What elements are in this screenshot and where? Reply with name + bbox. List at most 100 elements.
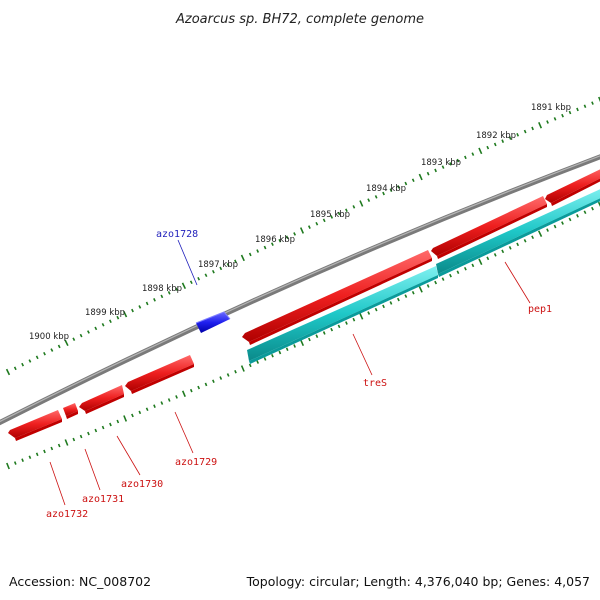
inner-tick-19 — [145, 407, 149, 412]
inner-tick-59 — [441, 277, 445, 281]
map-title: Azoarcus sp. BH72, complete genome — [175, 12, 424, 27]
inner-tick-44 — [330, 327, 334, 332]
inner-tick-77 — [576, 214, 579, 218]
outer-tick-41 — [307, 225, 311, 229]
outer-tick-52 — [389, 188, 393, 193]
gene-label-pep1: pep1 — [528, 304, 552, 315]
inner-tick-18 — [138, 410, 142, 415]
outer-tick-56 — [418, 173, 423, 181]
tick-label-1893: 1893 kbp — [421, 158, 461, 168]
outer-tick-80 — [598, 96, 600, 103]
tick-label-1900: 1900 kbp — [29, 332, 69, 342]
inner-tick-45 — [337, 324, 341, 329]
outer-tick-60 — [449, 162, 452, 166]
inner-tick-75 — [561, 221, 564, 225]
inner-tick-64 — [478, 258, 483, 266]
inner-tick-29 — [219, 376, 223, 380]
inner-tick-15 — [116, 419, 120, 424]
inner-tick-9 — [72, 437, 76, 442]
inner-tick-54 — [404, 294, 408, 298]
outer-tick-70 — [523, 129, 527, 134]
outer-tick-15 — [116, 315, 120, 320]
outer-tick-44 — [330, 215, 334, 219]
outer-tick-12 — [94, 326, 98, 331]
gene-next-reverse[interactable] — [545, 167, 600, 206]
gene-azo1730[interactable] — [79, 385, 124, 414]
inner-tick-51 — [382, 304, 385, 309]
tick-label-1891: 1891 kbp — [531, 103, 571, 113]
inner-tick-60 — [449, 273, 452, 278]
outer-tick-43 — [322, 218, 326, 223]
inner-tick-37 — [278, 350, 282, 355]
inner-tick-30 — [226, 373, 230, 377]
inner-tick-24 — [181, 390, 186, 398]
inner-tick-61 — [456, 270, 460, 275]
inner-tick-39 — [293, 344, 296, 348]
gene-treS[interactable] — [242, 250, 432, 345]
outer-tick-35 — [263, 245, 267, 250]
outer-tick-53 — [397, 185, 400, 189]
tick-label-1892: 1892 kbp — [476, 131, 516, 141]
inner-tick-71 — [531, 235, 535, 240]
outer-tick-3 — [28, 359, 32, 363]
outer-tick-63 — [471, 152, 475, 156]
outer-tick-14 — [108, 319, 112, 324]
outer-tick-28 — [211, 269, 215, 274]
leader-azo1731 — [84, 448, 101, 491]
inner-tick-20 — [153, 404, 156, 408]
inner-tick-40 — [299, 339, 305, 347]
outer-tick-21 — [160, 294, 164, 299]
inner-tick-1 — [13, 461, 17, 465]
tick-label-1898: 1898 kbp — [142, 284, 182, 294]
outer-tick-ring — [5, 96, 600, 376]
inner-tick-3 — [28, 455, 32, 460]
outer-tick-76 — [568, 110, 572, 115]
inner-tick-10 — [79, 434, 83, 439]
gene-pep1[interactable] — [431, 196, 547, 259]
inner-tick-70 — [523, 239, 527, 243]
outer-tick-10 — [79, 333, 83, 338]
inner-tick-63 — [471, 263, 475, 268]
gene-azo1732[interactable] — [8, 410, 62, 441]
outer-tick-39 — [293, 232, 297, 236]
outer-tick-68 — [508, 136, 512, 140]
inner-tick-56 — [418, 286, 423, 293]
cds-pep1[interactable] — [436, 187, 600, 277]
outer-tick-69 — [516, 132, 520, 137]
outer-tick-71 — [531, 126, 534, 131]
inner-tick-65 — [486, 256, 490, 261]
inner-tick-74 — [553, 224, 557, 229]
inner-tick-36 — [271, 353, 274, 358]
outer-tick-8 — [64, 339, 69, 347]
inner-tick-52 — [389, 301, 393, 305]
leader-azo1728 — [177, 239, 198, 286]
inner-tick-47 — [352, 317, 356, 322]
outer-tick-29 — [219, 266, 223, 271]
leader-azo1732 — [49, 461, 66, 506]
inner-tick-8 — [64, 439, 69, 446]
outer-tick-11 — [86, 330, 90, 334]
cds-treS[interactable] — [247, 266, 438, 364]
outer-tick-46 — [345, 208, 348, 213]
outer-tick-51 — [382, 191, 385, 196]
gene-azo1728[interactable] — [195, 311, 231, 333]
outer-tick-0 — [5, 368, 11, 376]
gene-azo1731[interactable] — [63, 403, 78, 419]
genome-backbone — [0, 154, 600, 426]
gene-azo1729[interactable] — [125, 355, 194, 394]
gene-label-azo1728: azo1728 — [156, 229, 198, 240]
inner-tick-32 — [240, 365, 245, 372]
inner-tick-76 — [568, 217, 572, 222]
outer-tick-50 — [374, 195, 378, 199]
tick-label-1899: 1899 kbp — [85, 308, 125, 318]
inner-tick-ring — [6, 201, 600, 470]
inner-tick-50 — [374, 307, 378, 312]
outer-tick-26 — [197, 276, 201, 281]
outer-tick-7 — [57, 344, 61, 349]
inner-tick-53 — [396, 297, 400, 302]
inner-tick-26 — [197, 385, 201, 390]
outer-tick-33 — [248, 252, 252, 257]
inner-tick-33 — [248, 363, 252, 368]
outer-tick-18 — [138, 305, 142, 309]
outer-tick-20 — [153, 298, 156, 302]
